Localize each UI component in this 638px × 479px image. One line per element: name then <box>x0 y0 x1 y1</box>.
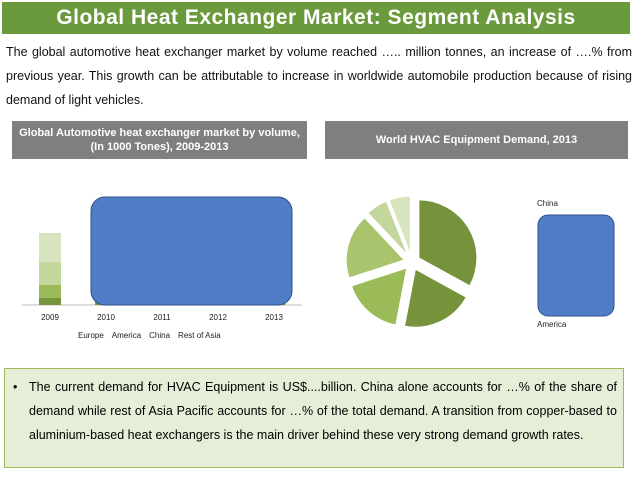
legend-label: America <box>537 320 567 329</box>
x-tick-label: 2012 <box>209 313 227 322</box>
bar-segment <box>39 285 61 298</box>
legend-label: Europe <box>78 331 104 340</box>
intro-text: The global automotive heat exchanger mar… <box>6 45 632 107</box>
legend-label: Rest of Asia <box>178 331 221 340</box>
title-bar: Global Heat Exchanger Market: Segment An… <box>2 2 630 34</box>
legend-label: China <box>537 199 558 208</box>
pie-slice <box>418 199 478 287</box>
bar-segment <box>39 262 61 285</box>
pie-slice <box>388 195 412 255</box>
pie-slice <box>403 268 467 328</box>
x-tick-label: 2011 <box>153 313 171 322</box>
bar-segment <box>39 233 61 262</box>
x-tick-label: 2009 <box>41 313 59 322</box>
overlay-box <box>537 214 615 317</box>
panel-header: World HVAC Equipment Demand, 2013 <box>325 121 628 159</box>
bar-segment <box>39 298 61 305</box>
overlay-box <box>90 196 293 306</box>
legend-label: China <box>149 331 170 340</box>
bullet-text: The current demand for HVAC Equipment is… <box>29 380 617 442</box>
pie-slice <box>367 200 409 256</box>
pie-slice <box>345 217 406 279</box>
panel-header: Global Automotive heat exchanger market … <box>12 121 307 159</box>
x-tick-label: 2013 <box>265 313 283 322</box>
bullet-item: • The current demand for HVAC Equipment i… <box>13 380 617 442</box>
bullet-box: • The current demand for HVAC Equipment i… <box>4 368 624 468</box>
x-tick-label: 2010 <box>97 313 115 322</box>
legend-label: America <box>112 331 142 340</box>
pie-slice <box>350 267 408 326</box>
